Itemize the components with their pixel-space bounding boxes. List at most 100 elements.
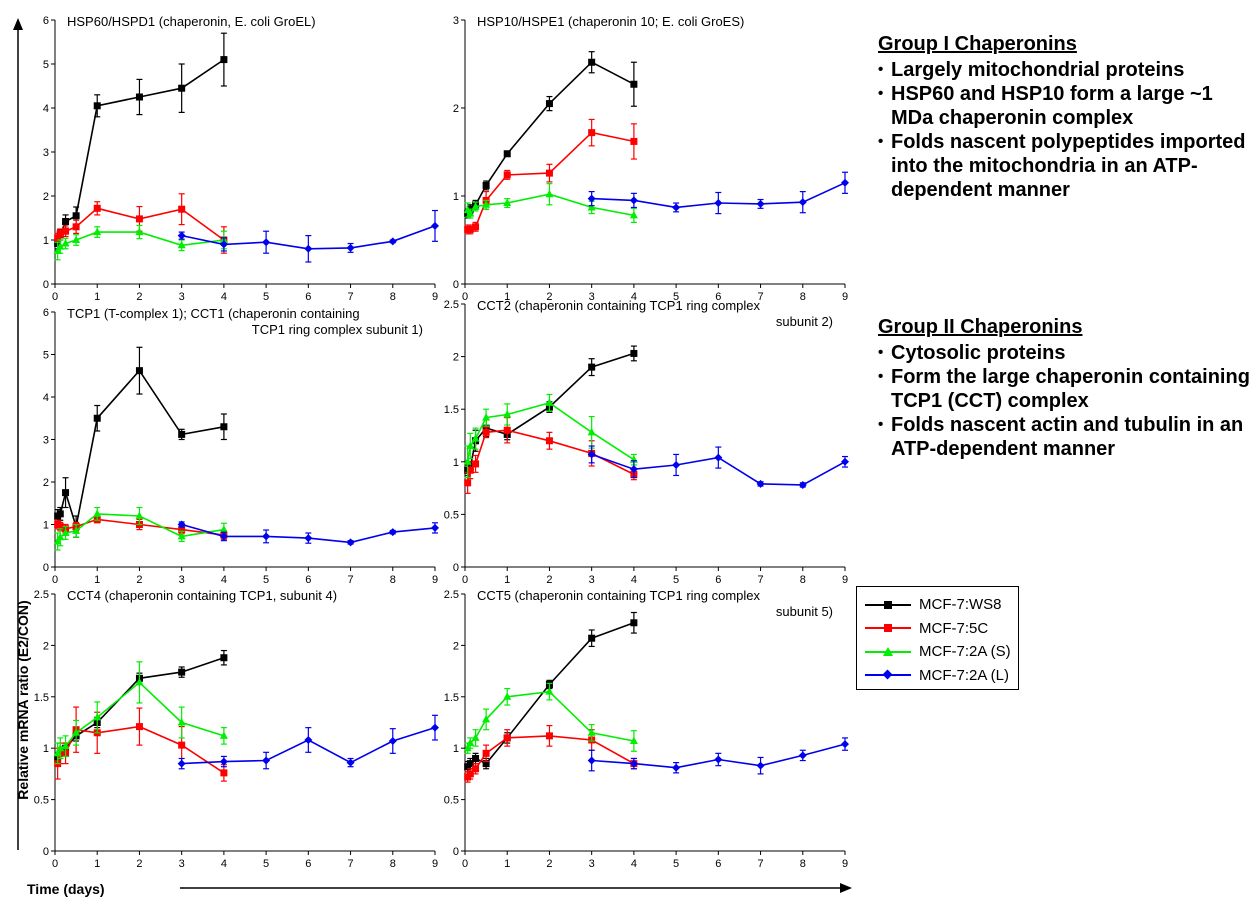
- x-tick-label: 4: [221, 574, 227, 586]
- data-point: [177, 718, 186, 726]
- y-tick-label: 1: [43, 520, 49, 532]
- y-tick-label: 0: [453, 562, 459, 574]
- data-point: [798, 198, 807, 207]
- y-tick-label: 0: [453, 846, 459, 858]
- data-point: [472, 460, 480, 468]
- x-tick-label: 2: [546, 858, 552, 870]
- y-tick-label: 4: [43, 392, 49, 404]
- data-series: [463, 393, 638, 479]
- panel-title: subunit 5): [776, 604, 833, 619]
- y-tick-label: 2.5: [34, 589, 49, 601]
- x-tick-label: 0: [52, 574, 58, 586]
- data-point: [178, 205, 186, 213]
- chart-panel: 0 0.5 1 1.5 2 2.5 0 1 2 3 4 5 6 7 8 9 CCT2 (chaperonin c…: [444, 298, 849, 586]
- y-tick-label: 5: [43, 59, 49, 71]
- data-point: [262, 756, 271, 765]
- data-point: [219, 240, 228, 249]
- data-point: [629, 465, 638, 474]
- data-point: [135, 215, 143, 223]
- x-tick-label: 3: [179, 574, 185, 586]
- data-point: [135, 367, 143, 375]
- data-point: [798, 751, 807, 760]
- group-1-notes: Group I Chaperonins Largely mitochondria…: [878, 32, 1258, 202]
- data-point: [545, 437, 553, 445]
- data-point: [545, 100, 553, 108]
- x-tick-label: 9: [842, 574, 848, 586]
- data-point: [388, 528, 397, 537]
- data-series: [54, 346, 228, 538]
- chart-panel: 0 0.5 1 1.5 2 2.5 0 1 2 3 4 5 6 7 8 9 CCT5 (chaperonin c…: [444, 588, 849, 870]
- data-series: [54, 706, 228, 782]
- data-point: [93, 204, 101, 212]
- group-2-bullet: Form the large chaperonin containing TCP…: [878, 365, 1258, 413]
- group-1-bullet: Folds nascent polypeptides imported into…: [878, 130, 1258, 202]
- data-point: [503, 150, 511, 158]
- data-point: [72, 212, 80, 220]
- data-point: [346, 243, 355, 252]
- x-tick-label: 4: [221, 291, 227, 303]
- data-point: [178, 84, 186, 92]
- group-2-heading: Group II Chaperonins: [878, 316, 1083, 338]
- y-tick-label: 1.5: [34, 692, 49, 704]
- y-tick-label: 0: [43, 279, 49, 291]
- data-point: [545, 169, 553, 177]
- y-tick-label: 1: [43, 743, 49, 755]
- legend-swatch: [865, 645, 911, 659]
- legend-label: MCF-7:2A (S): [919, 643, 1011, 661]
- y-tick-label: 4: [43, 103, 49, 115]
- data-point: [630, 137, 638, 145]
- data-point: [587, 427, 596, 436]
- x-tick-label: 6: [305, 574, 311, 586]
- series-line: [56, 207, 225, 241]
- chart-panel: 0 1 2 3 4 5 6 0 1 2 3 4 5 6 7 8 9 TCP1 (T-complex 1); CCT…: [43, 306, 439, 586]
- y-tick-label: 2: [43, 191, 49, 203]
- x-tick-label: 0: [52, 291, 58, 303]
- data-point: [466, 209, 475, 217]
- x-tick-label: 0: [462, 858, 468, 870]
- data-series: [587, 737, 849, 775]
- x-tick-label: 7: [347, 291, 353, 303]
- y-tick-label: 0: [453, 279, 459, 291]
- data-point: [471, 434, 480, 442]
- data-point: [756, 761, 765, 770]
- data-point: [93, 102, 101, 110]
- series-line: [467, 131, 635, 231]
- data-series: [53, 661, 228, 765]
- y-tick-label: 0.5: [444, 795, 459, 807]
- data-point: [629, 210, 638, 219]
- data-point: [587, 202, 596, 211]
- group-2-notes: Group II Chaperonins Cytosolic proteins …: [878, 315, 1258, 461]
- y-tick-label: 0.5: [34, 795, 49, 807]
- y-tick-label: 1: [43, 235, 49, 247]
- series-line: [466, 622, 635, 768]
- data-point: [588, 363, 596, 371]
- legend-item: MCF-7:5C: [865, 617, 1018, 641]
- x-tick-label: 1: [94, 291, 100, 303]
- data-point: [545, 189, 554, 198]
- group-1-heading: Group I Chaperonins: [878, 33, 1077, 55]
- data-point: [262, 532, 271, 541]
- data-point: [482, 760, 490, 768]
- data-point: [135, 723, 143, 731]
- data-point: [463, 743, 472, 752]
- data-series: [464, 118, 638, 235]
- x-tick-label: 0: [462, 291, 468, 303]
- data-point: [135, 677, 144, 686]
- x-tick-label: 6: [305, 858, 311, 870]
- data-point: [72, 223, 80, 231]
- data-point: [756, 479, 765, 488]
- x-tick-label: 3: [589, 291, 595, 303]
- data-point: [471, 733, 480, 741]
- data-point: [219, 757, 228, 766]
- x-tick-label: 2: [546, 291, 552, 303]
- data-point: [756, 199, 765, 208]
- y-tick-label: 2: [453, 640, 459, 652]
- data-point: [466, 770, 474, 778]
- x-tick-label: 3: [589, 574, 595, 586]
- x-tick-label: 9: [432, 574, 438, 586]
- data-point: [346, 758, 355, 767]
- data-point: [588, 634, 596, 642]
- data-series: [53, 224, 228, 261]
- data-point: [472, 765, 480, 773]
- data-point: [482, 749, 490, 757]
